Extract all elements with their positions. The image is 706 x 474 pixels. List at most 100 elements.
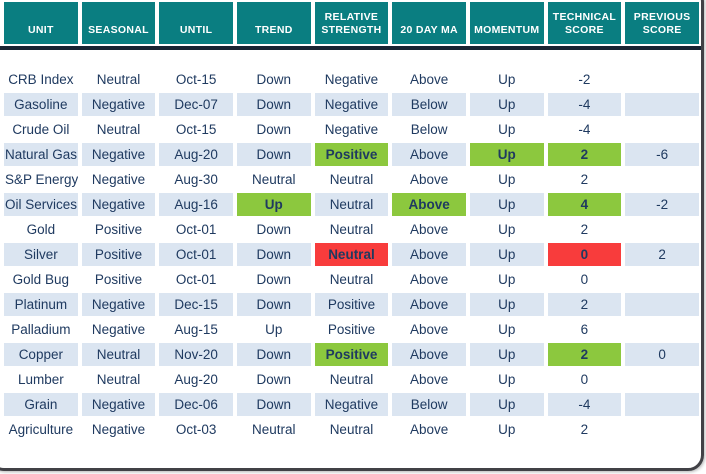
cell-trend: Down: [236, 218, 311, 241]
column-header-until: UNTIL: [159, 2, 233, 44]
cell-seasonal: Negative: [81, 168, 156, 191]
table-row: S&P Energy Negative Aug-30 Neutral Neutral Ab…: [4, 168, 699, 191]
cell-relative_strength: Negative: [314, 93, 389, 116]
cell-technical_score: -2: [547, 68, 622, 91]
cell-unit: Copper: [4, 343, 78, 366]
cell-technical_score: -4: [547, 93, 622, 116]
cell-technical_score: 2: [547, 168, 622, 191]
cell-trend: Down: [236, 368, 311, 391]
cell-until: Aug-20: [159, 368, 233, 391]
cell-seasonal: Positive: [81, 243, 156, 266]
column-header-seasonal: SEASONAL: [81, 2, 156, 44]
cell-momentum: Up: [469, 418, 544, 441]
cell-ma20: Below: [392, 118, 466, 141]
column-header-technical_score: TECHNICAL SCORE: [547, 2, 622, 44]
table-row: Gold Positive Oct-01 Down Neutral Above Up 2: [4, 218, 699, 241]
cell-previous_score: [625, 293, 699, 316]
cell-previous_score: -2: [625, 193, 699, 216]
cell-ma20: Below: [392, 393, 466, 416]
cell-unit: Crude Oil: [4, 118, 78, 141]
cell-technical_score: 2: [547, 293, 622, 316]
cell-unit: CRB Index: [4, 68, 78, 91]
cell-relative_strength: Negative: [314, 118, 389, 141]
table-row: Gasoline Negative Dec-07 Down Negative Below U…: [4, 93, 699, 116]
column-header-momentum: MOMENTUM: [469, 2, 544, 44]
cell-relative_strength: Neutral: [314, 193, 389, 216]
cell-until: Oct-01: [159, 268, 233, 291]
cell-relative_strength: Neutral: [314, 268, 389, 291]
cell-trend: Down: [236, 268, 311, 291]
header-row: UNIT SEASONAL UNTIL TREND RELATIVE STRENGTH 2…: [4, 2, 699, 44]
cell-seasonal: Positive: [81, 268, 156, 291]
cell-ma20: Above: [392, 368, 466, 391]
cell-until: Aug-15: [159, 318, 233, 341]
table-row: Grain Negative Dec-06 Down Negative Below Up -4: [4, 393, 699, 416]
cell-relative_strength: Positive: [314, 293, 389, 316]
cell-momentum: Up: [469, 318, 544, 341]
table-row: Silver Positive Oct-01 Down Neutral Above Up 0 2: [4, 243, 699, 266]
cell-relative_strength: Positive: [314, 318, 389, 341]
cell-technical_score: 2: [547, 218, 622, 241]
cell-until: Oct-15: [159, 68, 233, 91]
cell-trend: Down: [236, 243, 311, 266]
table-row: Gold Bug Positive Oct-01 Down Neutral Above Up…: [4, 268, 699, 291]
cell-seasonal: Positive: [81, 218, 156, 241]
cell-previous_score: 0: [625, 343, 699, 366]
cell-unit: Agriculture: [4, 418, 78, 441]
cell-unit: Silver: [4, 243, 78, 266]
cell-trend: Up: [236, 193, 311, 216]
cell-trend: Up: [236, 318, 311, 341]
cell-previous_score: [625, 318, 699, 341]
cell-unit: Oil Services: [4, 193, 78, 216]
cell-technical_score: 4: [547, 193, 622, 216]
column-header-relative_strength: RELATIVE STRENGTH: [314, 2, 389, 44]
cell-ma20: Above: [392, 318, 466, 341]
cell-relative_strength: Positive: [314, 343, 389, 366]
cell-ma20: Above: [392, 143, 466, 166]
cell-unit: Lumber: [4, 368, 78, 391]
cell-ma20: Above: [392, 268, 466, 291]
cell-previous_score: [625, 168, 699, 191]
cell-trend: Neutral: [236, 168, 311, 191]
cell-technical_score: -4: [547, 118, 622, 141]
cell-previous_score: -6: [625, 143, 699, 166]
cell-seasonal: Negative: [81, 93, 156, 116]
cell-ma20: Above: [392, 343, 466, 366]
cell-relative_strength: Negative: [314, 393, 389, 416]
column-header-ma20: 20 DAY MA: [392, 2, 466, 44]
cell-momentum: Up: [469, 143, 544, 166]
cell-trend: Down: [236, 393, 311, 416]
cell-until: Nov-20: [159, 343, 233, 366]
cell-seasonal: Neutral: [81, 343, 156, 366]
cell-until: Oct-01: [159, 243, 233, 266]
table-row: Platinum Negative Dec-15 Down Positive Above U…: [4, 293, 699, 316]
cell-ma20: Above: [392, 418, 466, 441]
cell-technical_score: -4: [547, 393, 622, 416]
table-row: Natural Gas Negative Aug-20 Down Positive Abo…: [4, 143, 699, 166]
table-row: Lumber Neutral Aug-20 Down Neutral Above Up 0: [4, 368, 699, 391]
cell-momentum: Up: [469, 168, 544, 191]
cell-trend: Down: [236, 293, 311, 316]
cell-trend: Down: [236, 143, 311, 166]
cell-until: Aug-20: [159, 143, 233, 166]
cell-momentum: Up: [469, 393, 544, 416]
cell-technical_score: 0: [547, 243, 622, 266]
table-row: Copper Neutral Nov-20 Down Positive Above Up 2 0: [4, 343, 699, 366]
cell-momentum: Up: [469, 93, 544, 116]
cell-seasonal: Negative: [81, 318, 156, 341]
cell-relative_strength: Neutral: [314, 243, 389, 266]
cell-seasonal: Neutral: [81, 368, 156, 391]
cell-unit: Platinum: [4, 293, 78, 316]
cell-trend: Neutral: [236, 418, 311, 441]
cell-technical_score: 2: [547, 418, 622, 441]
cell-relative_strength: Neutral: [314, 168, 389, 191]
cell-previous_score: [625, 393, 699, 416]
cell-momentum: Up: [469, 368, 544, 391]
cell-until: Aug-16: [159, 193, 233, 216]
cell-relative_strength: Positive: [314, 143, 389, 166]
cell-relative_strength: Neutral: [314, 218, 389, 241]
cell-seasonal: Neutral: [81, 118, 156, 141]
table-body: CRB Index Neutral Oct-15 Down Negative Above U…: [4, 46, 699, 441]
cell-ma20: Above: [392, 243, 466, 266]
